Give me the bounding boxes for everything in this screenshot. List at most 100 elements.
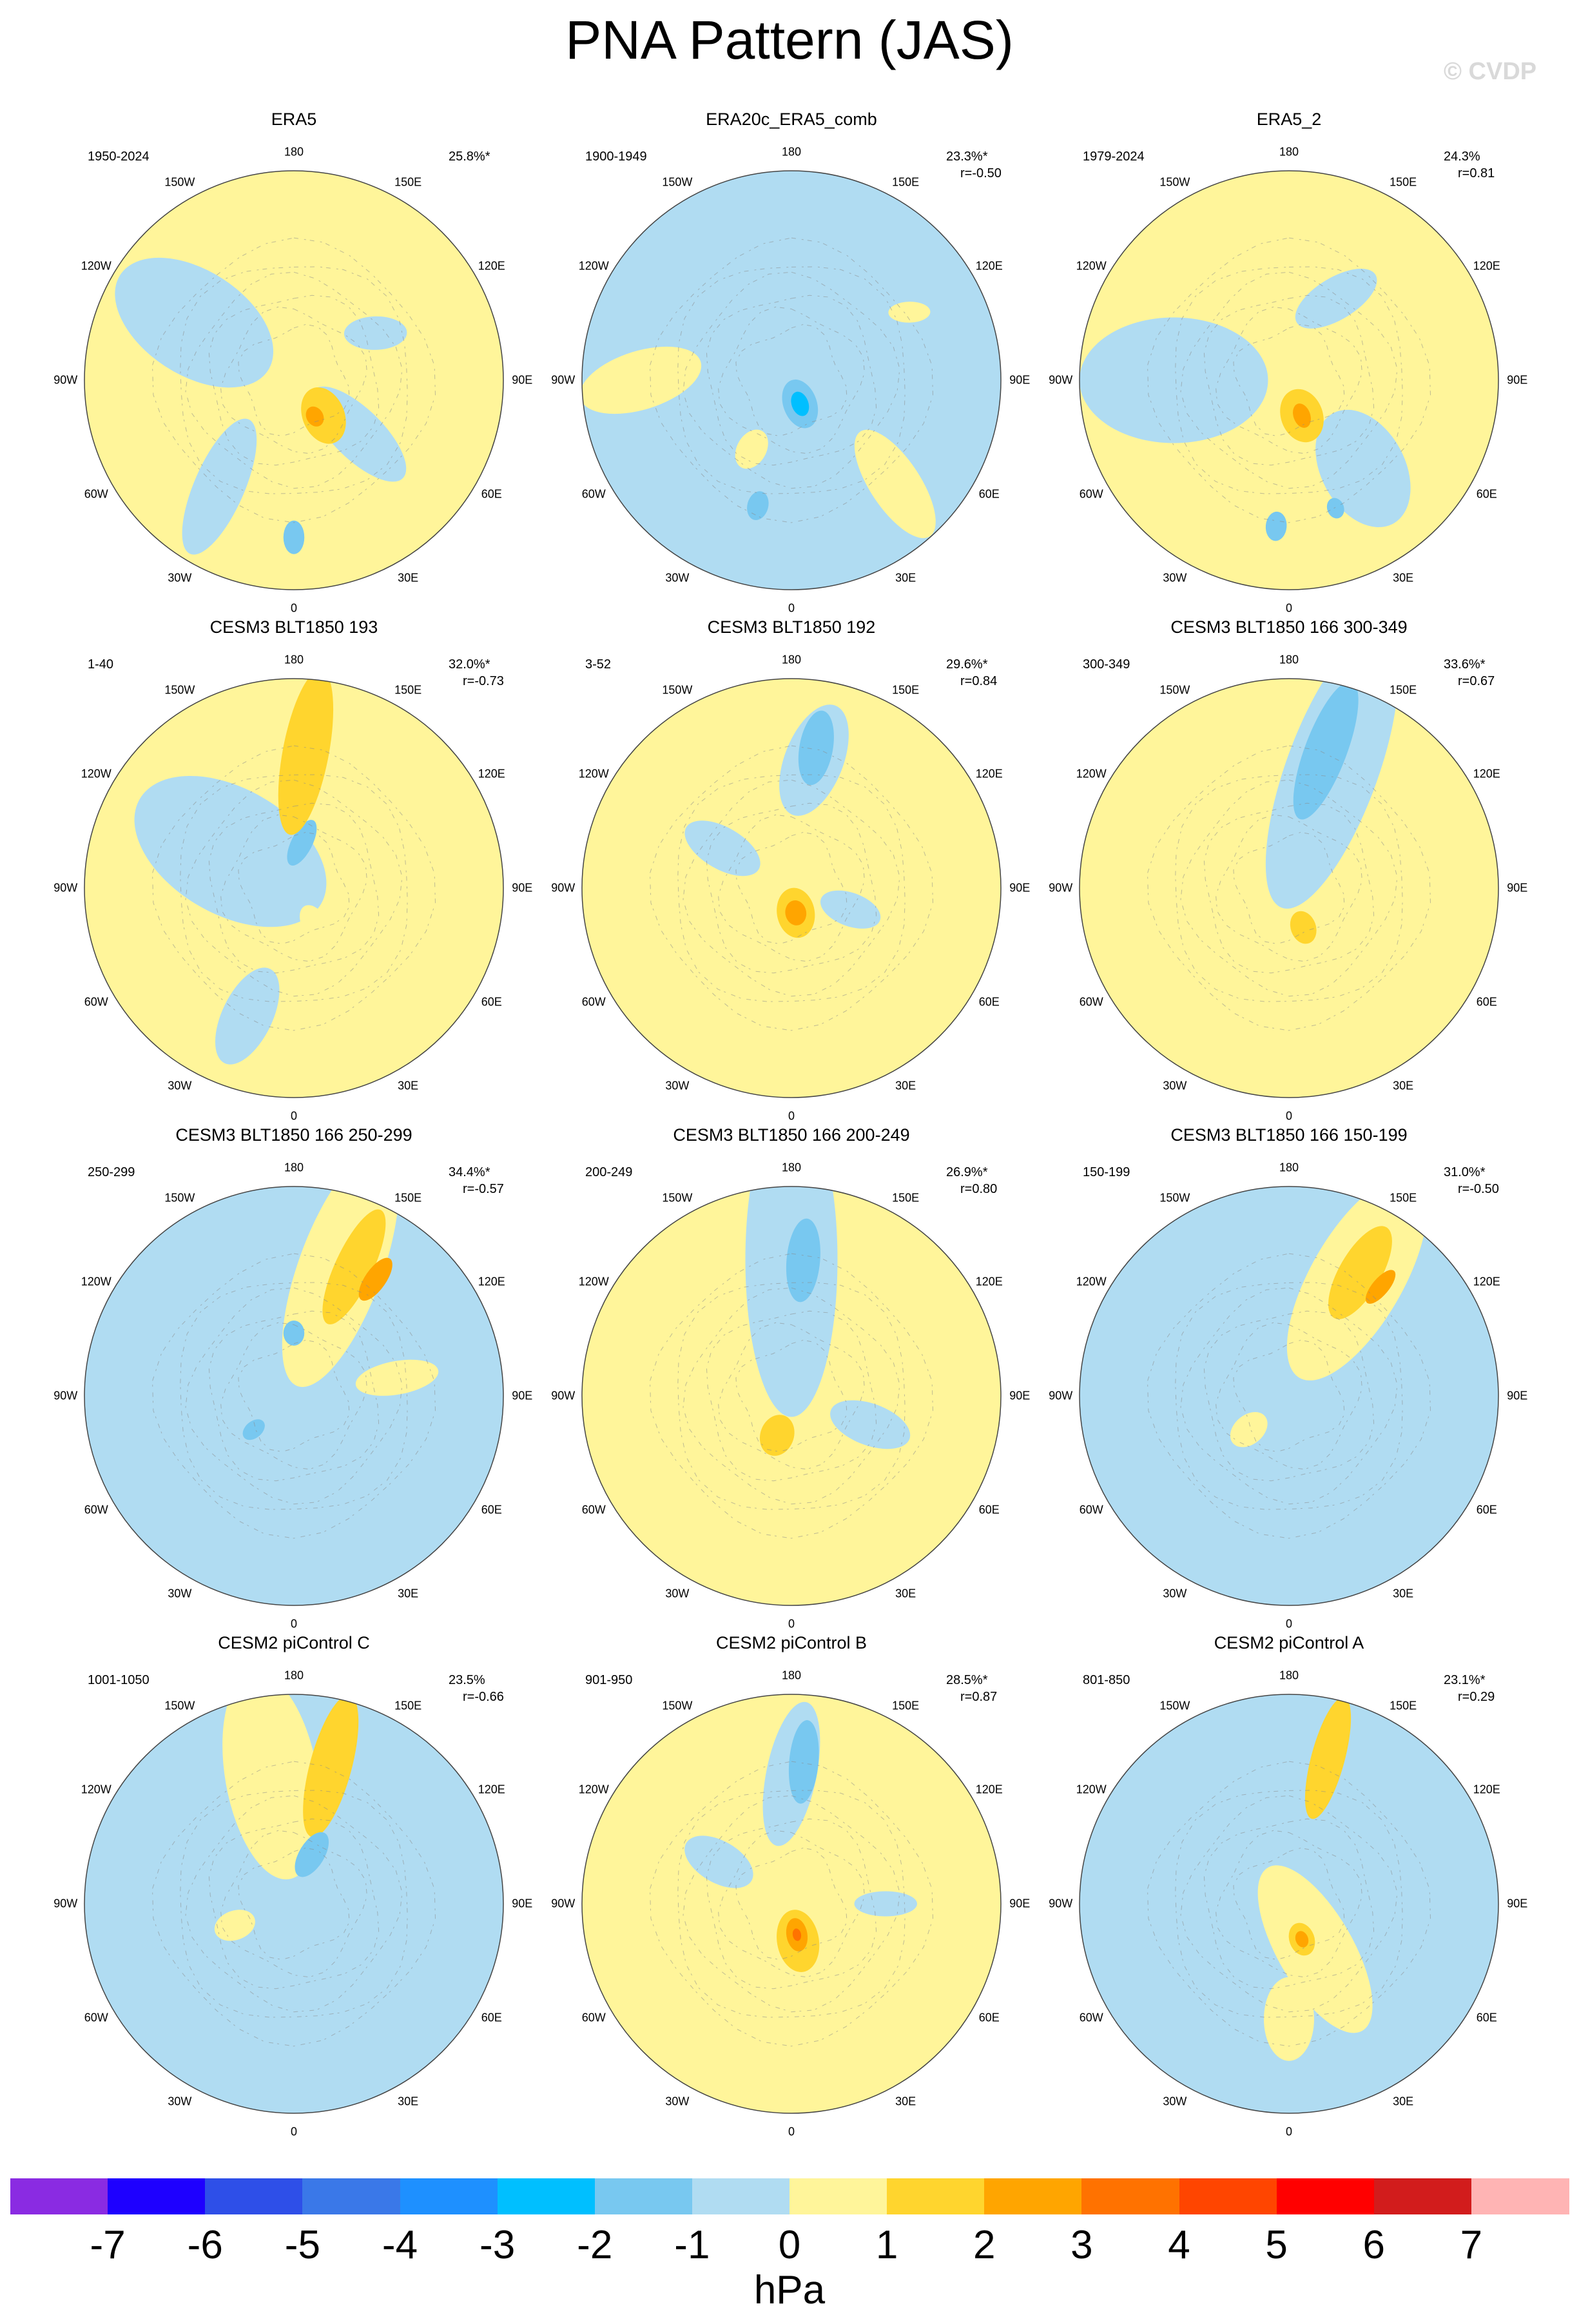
colorbar-segment — [108, 2178, 206, 2214]
anomaly-contour — [830, 1400, 911, 1449]
longitude-label: 180 — [284, 1161, 304, 1174]
longitude-label: 60W — [581, 487, 606, 501]
longitude-label: 60E — [481, 2011, 502, 2024]
colorbar-segment — [205, 2178, 304, 2214]
panel-correlation: r=-0.73 — [463, 674, 504, 688]
longitude-label: 90E — [1009, 1897, 1031, 1910]
longitude-label: 180 — [781, 145, 802, 159]
panel-years: 250-299 — [88, 1165, 135, 1179]
longitude-label: 120E — [478, 767, 505, 780]
panel-variance: 23.3%* — [946, 150, 988, 164]
anomaly-contour — [788, 1720, 819, 1804]
longitude-label: 90E — [512, 881, 533, 895]
anomaly-contour — [684, 1835, 753, 1888]
anomaly-contour — [854, 429, 936, 538]
anomaly-contour — [1293, 403, 1311, 428]
longitude-label: 30E — [398, 571, 419, 585]
longitude-label: 30E — [895, 2095, 916, 2108]
longitude-label: 0 — [290, 1109, 298, 1123]
longitude-label: 30E — [398, 2095, 419, 2108]
panel-years: 150-199 — [1083, 1165, 1130, 1179]
longitude-label: 60E — [978, 995, 1000, 1009]
panel-title: ERA5 — [271, 110, 317, 129]
map-panel: ERA5_2 1979-2024 24.3% r=0.81 180 150E 120E 90E… — [1044, 110, 1534, 615]
longitude-label: 90E — [512, 373, 533, 387]
longitude-label: 90E — [1009, 1389, 1031, 1402]
longitude-label: 30E — [398, 1587, 419, 1600]
coastlines — [649, 745, 934, 1031]
panel-years: 1979-2024 — [1083, 150, 1145, 164]
anomaly-contour — [214, 1910, 255, 1941]
longitude-label: 150W — [662, 683, 693, 697]
map-panel: CESM3 BLT1850 193 1-40 32.0%* r=-0.73 180 150… — [49, 617, 539, 1123]
panel-variance: 31.0%* — [1444, 1165, 1486, 1179]
anomaly-contour — [301, 387, 346, 444]
colorbar-segment — [887, 2178, 985, 2214]
anomaly-contour — [759, 1415, 795, 1456]
longitude-label: 0 — [290, 1617, 298, 1631]
longitude-label: 90W — [53, 881, 78, 895]
colorbar-tick-label: -7 — [90, 2223, 126, 2267]
map-border — [84, 1186, 504, 1606]
anomaly-contour — [684, 820, 760, 876]
map-border — [581, 1186, 1002, 1606]
longitude-label: 0 — [788, 1109, 795, 1123]
map-panel: CESM2 piControl C 1001-1050 23.5% r=-0.66 18… — [49, 1633, 539, 2138]
longitude-label: 60E — [978, 2011, 1000, 2024]
colorbar-segment — [1081, 2178, 1180, 2214]
colorbar-segment — [1373, 2178, 1472, 2214]
longitude-label: 150W — [1159, 1191, 1190, 1205]
panel-correlation: r=0.29 — [1458, 1690, 1495, 1704]
longitude-label: 90W — [1049, 373, 1073, 387]
longitude-label: 90W — [1049, 1389, 1073, 1402]
polar-map — [1079, 170, 1499, 590]
polar-map — [581, 1186, 1002, 1606]
anomaly-contour — [295, 1832, 329, 1877]
panel-title: ERA20c_ERA5_comb — [706, 110, 877, 129]
colorbar-segment — [1471, 2178, 1569, 2214]
panel-title: ERA5_2 — [1256, 110, 1322, 129]
longitude-label: 90W — [551, 881, 576, 895]
colorbar-segment — [1179, 2178, 1277, 2214]
longitude-label: 30E — [1393, 1079, 1414, 1092]
longitude-label: 30E — [1393, 571, 1414, 585]
longitude-label: 120E — [1473, 1275, 1500, 1288]
colorbar-tick-label: 7 — [1460, 2223, 1483, 2267]
longitude-label: 30E — [895, 1079, 916, 1092]
longitude-label: 90E — [512, 1897, 533, 1910]
anomaly-contour — [344, 316, 407, 350]
longitude-label: 120E — [975, 767, 1003, 780]
longitude-label: 60E — [978, 487, 1000, 501]
panel-title: CESM3 BLT1850 166 250-299 — [175, 1125, 412, 1145]
longitude-label: 120E — [975, 1783, 1003, 1796]
panel-correlation: r=-0.66 — [463, 1690, 504, 1704]
panel-title: CESM2 piControl A — [1214, 1633, 1364, 1652]
longitude-label: 0 — [1285, 1109, 1293, 1123]
longitude-label: 90W — [551, 1389, 576, 1402]
longitude-label: 30W — [1163, 1587, 1187, 1600]
anomaly-contour — [820, 890, 881, 929]
longitude-label: 90W — [53, 373, 78, 387]
anomaly-contour — [791, 391, 809, 416]
coastlines — [649, 1253, 934, 1539]
longitude-label: 30E — [398, 1079, 419, 1092]
longitude-label: 90W — [551, 1897, 576, 1910]
longitude-label: 150E — [394, 1699, 422, 1712]
coastlines — [151, 745, 436, 1031]
anomaly-contour — [300, 905, 330, 944]
colorbar-tick-label: 3 — [1070, 2223, 1093, 2267]
panel-title: CESM3 BLT1850 192 — [707, 617, 876, 637]
longitude-label: 60E — [1476, 1503, 1497, 1516]
longitude-label: 150W — [1159, 683, 1190, 697]
longitude-label: 0 — [290, 2125, 298, 2138]
colorbar-segment — [497, 2178, 596, 2214]
colorbar-segment — [302, 2178, 401, 2214]
panel-correlation: r=-0.50 — [1458, 1182, 1499, 1196]
map-border — [1079, 1694, 1499, 2114]
longitude-label: 60E — [1476, 487, 1497, 501]
longitude-label: 120W — [81, 767, 111, 780]
longitude-label: 120E — [478, 259, 505, 273]
longitude-label: 120E — [478, 1275, 505, 1288]
panel-correlation: r=0.81 — [1458, 166, 1495, 180]
colorbar-tick-label: -6 — [187, 2223, 223, 2267]
